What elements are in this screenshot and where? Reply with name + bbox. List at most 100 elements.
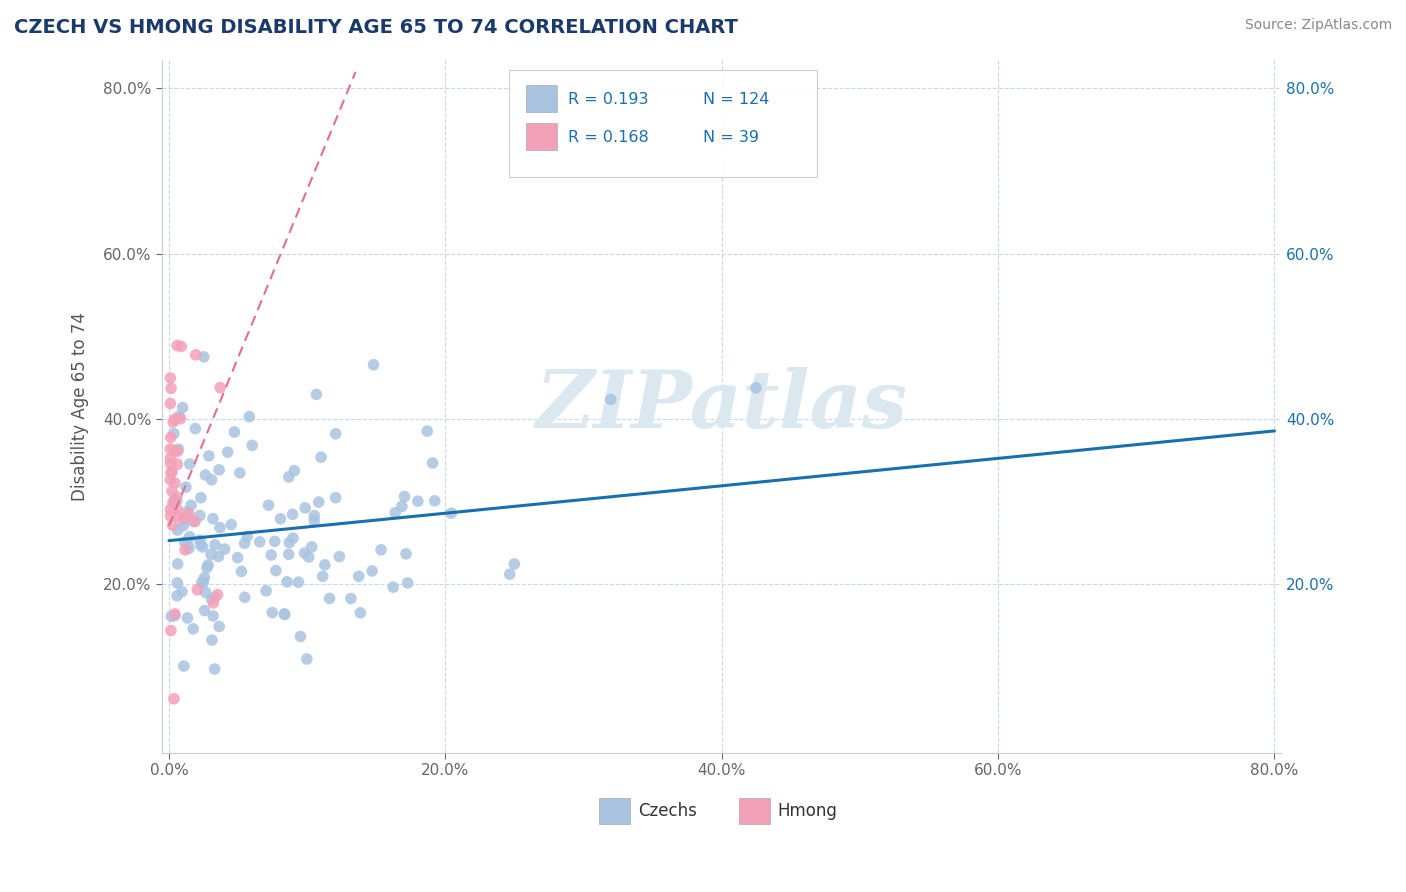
Point	[195, 561, 218, 575]
Point	[304, 508, 326, 523]
Point	[309, 450, 332, 465]
Point	[162, 415, 184, 429]
Point	[163, 476, 186, 491]
Point	[201, 592, 224, 607]
Point	[160, 624, 183, 638]
Point	[277, 547, 299, 561]
Point	[264, 564, 287, 578]
Point	[173, 535, 195, 549]
Point	[169, 411, 191, 425]
Point	[163, 493, 186, 508]
Point	[391, 500, 413, 514]
Point	[193, 571, 215, 585]
Point	[172, 401, 194, 415]
Point	[290, 630, 312, 644]
Point	[188, 508, 211, 523]
Point	[308, 495, 330, 509]
Point	[599, 392, 621, 407]
Point	[166, 338, 188, 352]
Point	[194, 585, 217, 599]
Point	[167, 409, 190, 423]
Text: Hmong: Hmong	[778, 802, 838, 820]
Point	[166, 575, 188, 590]
Point	[298, 549, 321, 564]
Point	[278, 535, 301, 549]
Point	[186, 582, 208, 597]
Point	[177, 538, 200, 552]
Point	[347, 569, 370, 583]
Point	[163, 426, 186, 441]
Point	[190, 538, 212, 552]
Point	[325, 491, 347, 505]
Point	[197, 558, 219, 572]
Point	[159, 451, 181, 466]
Point	[193, 350, 215, 364]
Point	[207, 549, 229, 564]
Point	[249, 534, 271, 549]
Point	[190, 491, 212, 505]
Point	[176, 504, 198, 518]
Point	[208, 520, 231, 534]
Point	[201, 473, 224, 487]
Point	[370, 542, 392, 557]
Point	[204, 591, 226, 605]
Point	[312, 569, 335, 583]
Point	[208, 619, 231, 633]
Point	[219, 517, 242, 532]
Point	[159, 473, 181, 487]
Point	[217, 445, 239, 459]
Point	[172, 511, 194, 525]
Point	[204, 538, 226, 552]
Point	[163, 607, 186, 621]
Text: N = 124: N = 124	[703, 92, 769, 107]
Point	[163, 608, 186, 623]
Point	[295, 652, 318, 666]
Y-axis label: Disability Age 65 to 74: Disability Age 65 to 74	[72, 311, 89, 500]
Point	[166, 490, 188, 504]
Point	[163, 412, 186, 426]
Text: Czechs: Czechs	[638, 802, 696, 820]
Point	[172, 518, 194, 533]
Point	[208, 463, 231, 477]
Point	[159, 442, 181, 456]
Point	[200, 547, 222, 561]
Point	[166, 557, 188, 571]
Point	[294, 546, 316, 560]
Point	[240, 438, 263, 452]
Point	[167, 509, 190, 524]
Point	[177, 507, 200, 521]
Point	[179, 530, 201, 544]
Point	[382, 580, 405, 594]
Point	[162, 518, 184, 533]
Point	[283, 464, 305, 478]
Point	[328, 549, 350, 564]
Point	[159, 371, 181, 385]
Point	[416, 424, 439, 438]
Point	[170, 340, 193, 354]
Text: CZECH VS HMONG DISABILITY AGE 65 TO 74 CORRELATION CHART: CZECH VS HMONG DISABILITY AGE 65 TO 74 C…	[14, 18, 738, 37]
Point	[166, 502, 188, 516]
Point	[276, 574, 298, 589]
Point	[499, 567, 522, 582]
Point	[201, 511, 224, 525]
Point	[166, 444, 188, 458]
Point	[162, 465, 184, 479]
Point	[194, 468, 217, 483]
Point	[349, 606, 371, 620]
Point	[406, 494, 429, 508]
Point	[305, 387, 328, 401]
Point	[162, 495, 184, 509]
Point	[193, 603, 215, 617]
Point	[184, 422, 207, 436]
Text: R = 0.193: R = 0.193	[568, 92, 650, 107]
Text: R = 0.168: R = 0.168	[568, 129, 650, 145]
Point	[361, 564, 384, 578]
Point	[193, 575, 215, 590]
Bar	[599, 797, 630, 824]
Point	[263, 534, 285, 549]
Text: N = 39: N = 39	[703, 129, 759, 145]
Point	[231, 565, 253, 579]
Point	[159, 396, 181, 410]
Point	[422, 456, 444, 470]
Point	[233, 536, 256, 550]
